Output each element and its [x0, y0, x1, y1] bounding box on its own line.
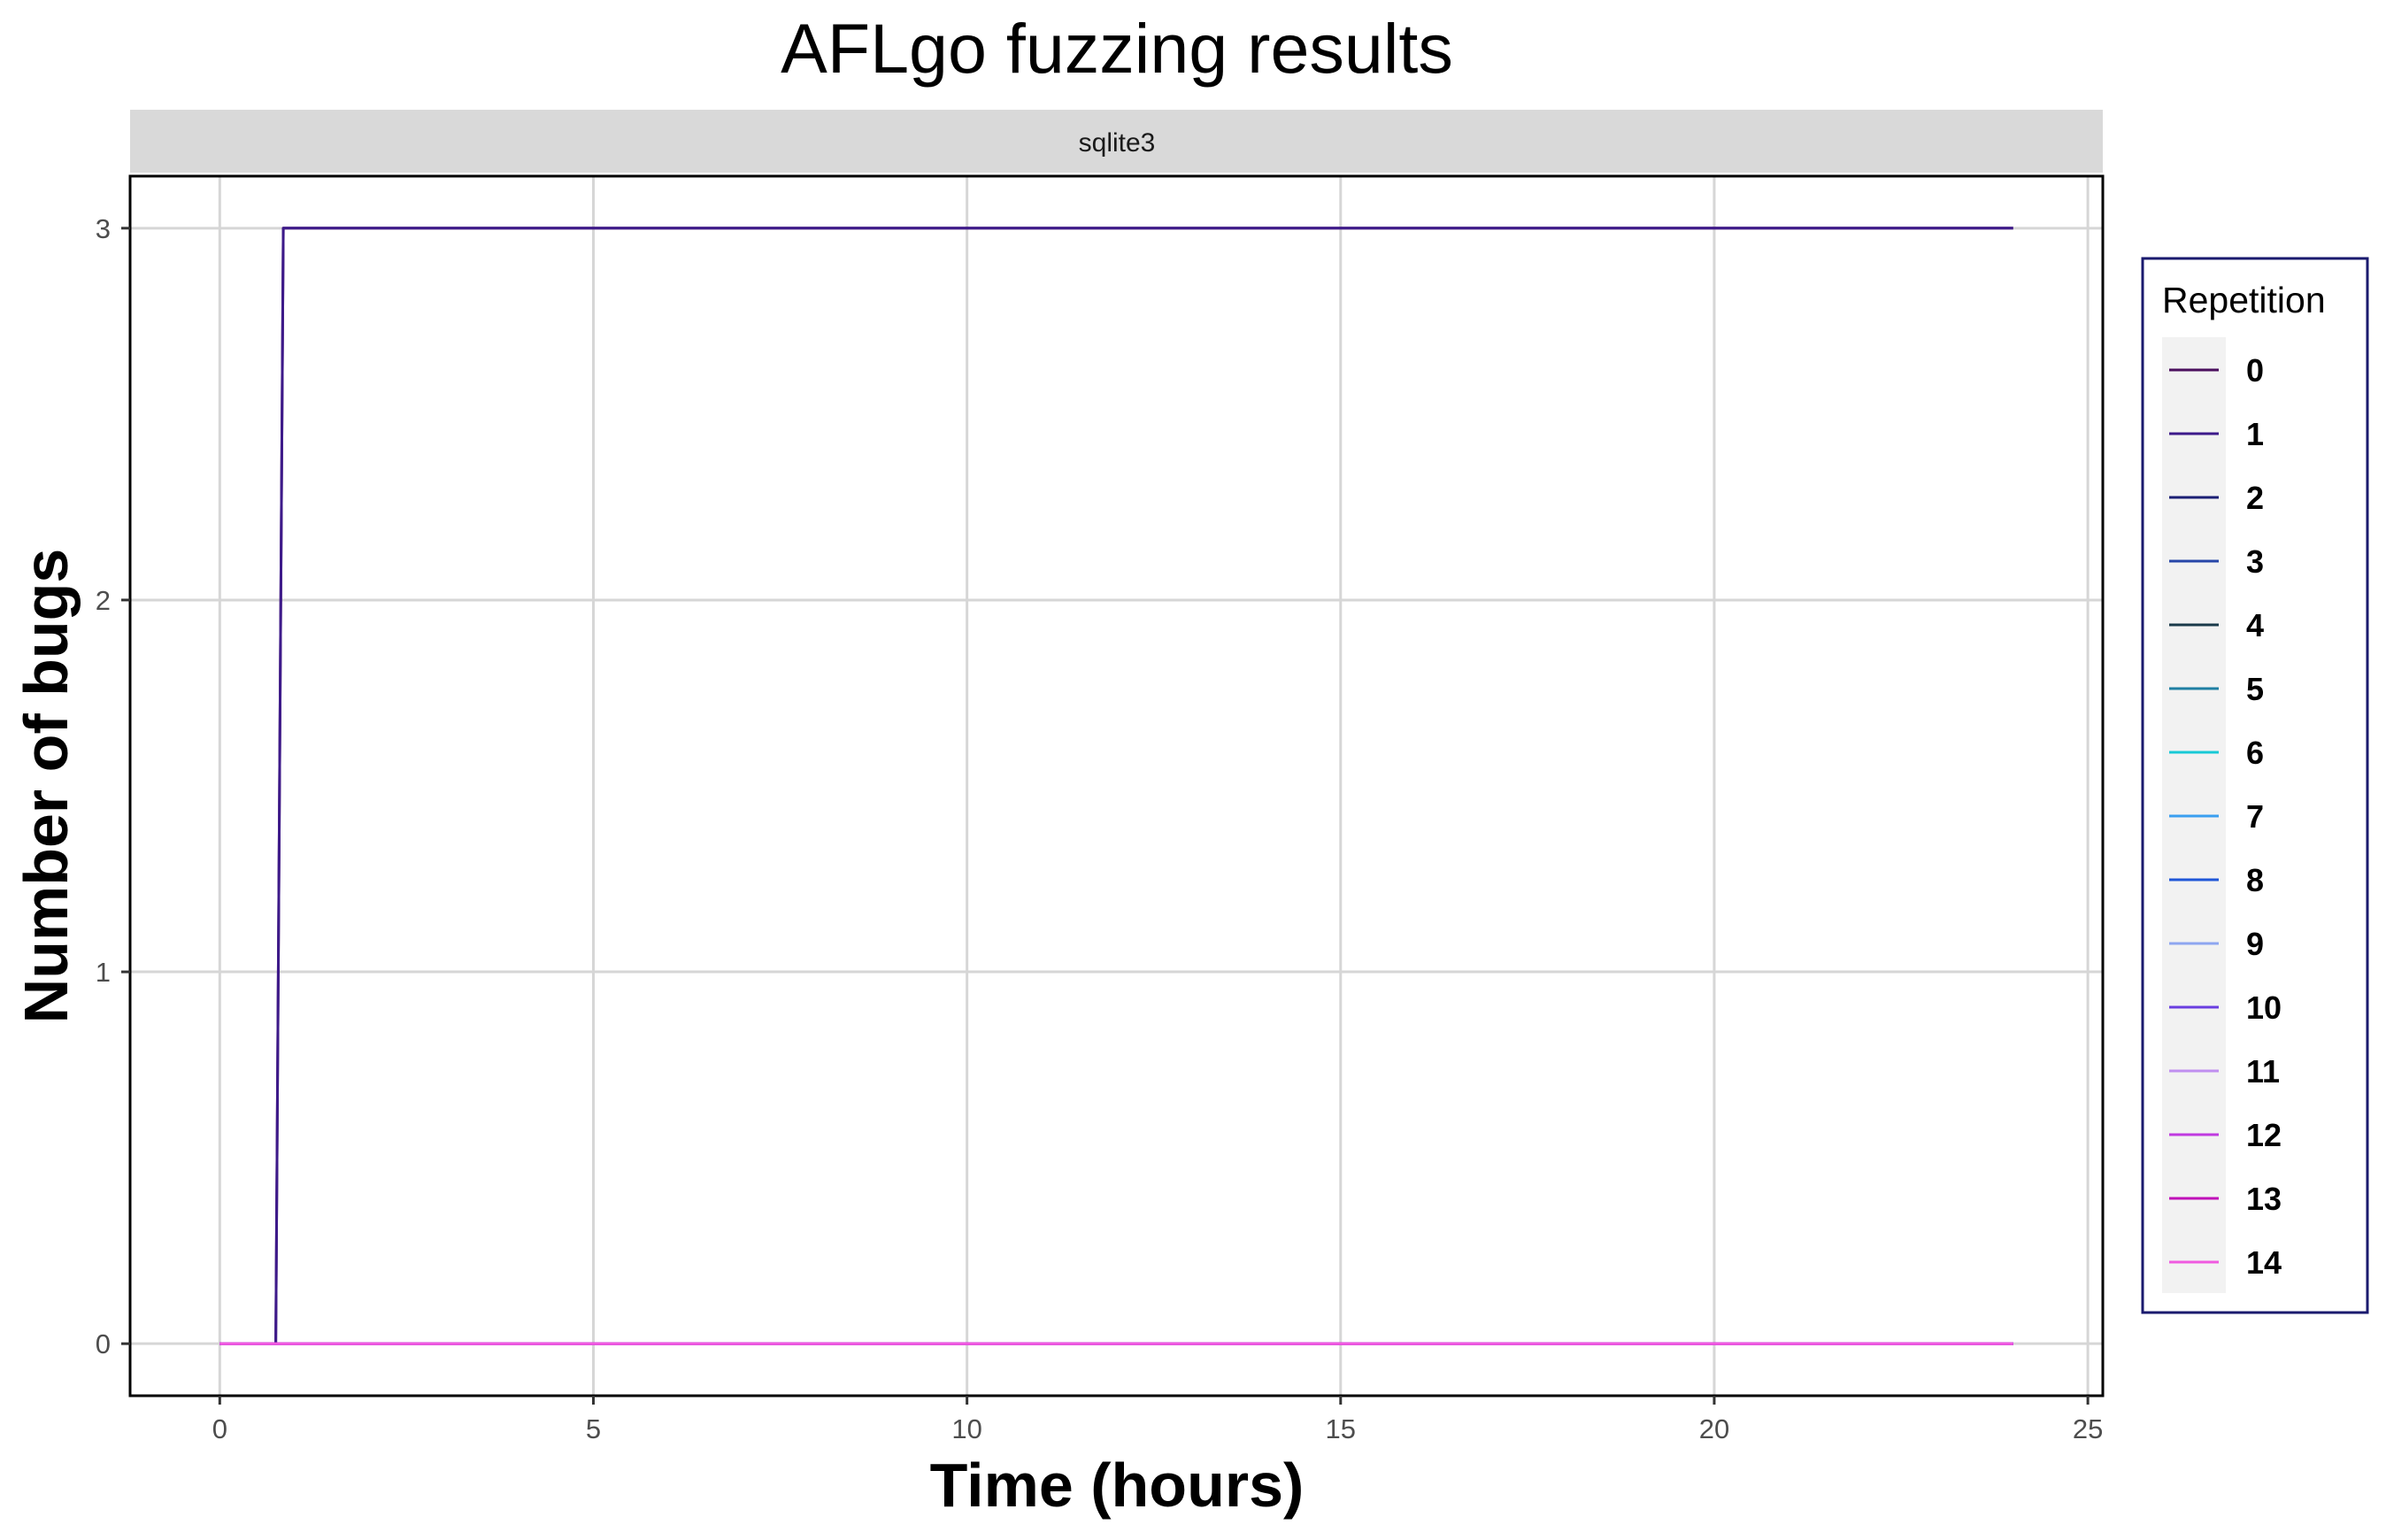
legend-label-4: 4: [2246, 607, 2264, 643]
y-tick-label: 0: [96, 1328, 111, 1359]
x-tick-label: 5: [586, 1413, 601, 1444]
plot-panel: [130, 176, 2103, 1396]
legend-label-11: 11: [2246, 1053, 2280, 1090]
facet-strip: [130, 110, 2103, 173]
facet-strip-label: sqlite3: [1079, 128, 1156, 158]
x-axis-title: Time (hours): [930, 1451, 1305, 1520]
x-tick-label: 10: [951, 1413, 981, 1444]
legend-label-9: 9: [2246, 926, 2264, 962]
y-tick-label: 2: [96, 585, 111, 616]
legend-label-2: 2: [2246, 480, 2264, 516]
legend-label-0: 0: [2246, 352, 2264, 389]
legend-label-10: 10: [2246, 989, 2282, 1026]
legend-label-5: 5: [2246, 671, 2264, 707]
x-tick-label: 15: [1326, 1413, 1356, 1444]
x-axis: 0 5 10 15 20 25: [212, 1396, 2103, 1444]
legend-label-3: 3: [2246, 543, 2264, 580]
series-lines: [219, 227, 2013, 1345]
x-tick-label: 25: [2073, 1413, 2103, 1444]
chart-title: AFLgo fuzzing results: [781, 9, 1453, 88]
y-axis: 0 1 2 3: [96, 213, 130, 1359]
legend-label-6: 6: [2246, 735, 2264, 771]
y-tick-label: 1: [96, 957, 111, 988]
legend-title: Repetition: [2162, 280, 2326, 320]
legend-label-14: 14: [2246, 1244, 2282, 1281]
x-tick-label: 20: [1699, 1413, 1729, 1444]
legend-label-1: 1: [2246, 416, 2264, 452]
y-tick-label: 3: [96, 213, 111, 244]
y-axis-title: Number of bugs: [12, 549, 81, 1024]
x-tick-label: 0: [212, 1413, 227, 1444]
plot-border: [128, 174, 2105, 1398]
legend-label-8: 8: [2246, 862, 2264, 898]
legend-label-7: 7: [2246, 798, 2264, 835]
legend-label-12: 12: [2246, 1117, 2282, 1153]
legend-label-13: 13: [2246, 1181, 2282, 1217]
